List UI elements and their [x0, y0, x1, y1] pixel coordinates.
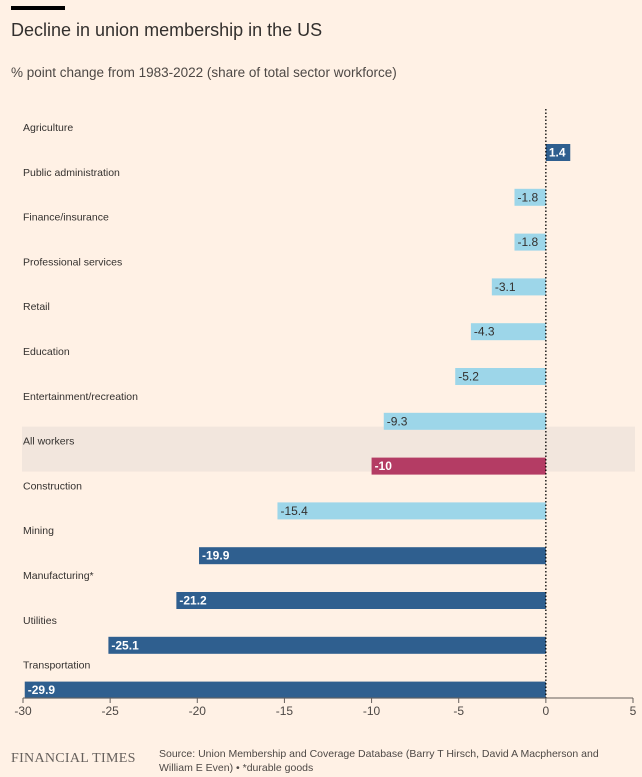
value-label: -3.1	[495, 280, 516, 294]
chart-title: Decline in union membership in the US	[11, 20, 323, 40]
x-tick-label: 5	[630, 704, 637, 718]
chart-subtitle: % point change from 1983-2022 (share of …	[11, 65, 397, 80]
x-tick-label: -10	[363, 704, 381, 718]
category-label: Finance/insurance	[23, 212, 109, 224]
category-label: Public administration	[23, 167, 120, 179]
bar	[514, 233, 546, 251]
bar	[470, 323, 546, 341]
bar	[277, 502, 546, 520]
bar	[491, 278, 546, 296]
category-label: Construction	[23, 480, 82, 492]
bar	[455, 368, 546, 385]
category-label: Agriculture	[23, 122, 73, 134]
bar	[176, 592, 546, 609]
value-label: -15.4	[280, 504, 308, 518]
value-label: -9.3	[387, 414, 408, 428]
bar	[514, 188, 546, 206]
x-tick-label: 0	[543, 704, 550, 718]
category-label: Retail	[23, 301, 50, 313]
bar	[24, 681, 546, 699]
bar	[545, 144, 571, 161]
category-label: Mining	[23, 525, 54, 537]
value-label: 1.4	[549, 146, 566, 160]
value-label: -29.9	[28, 683, 56, 697]
value-label: -25.1	[111, 638, 139, 652]
x-tick-label: -30	[14, 704, 32, 718]
value-label: -5.2	[458, 370, 479, 384]
bar	[371, 457, 546, 475]
ft-logo: FINANCIAL TIMES	[11, 751, 136, 766]
x-tick-label: -25	[101, 704, 119, 718]
bar-chart: Agriculture 1.4 Public administration -1.8 F…	[14, 109, 637, 718]
value-label: -4.3	[474, 325, 495, 339]
x-tick-label: -5	[453, 704, 464, 718]
source-note: Source: Union Membership and Coverage Da…	[159, 748, 599, 774]
category-label: Entertainment/recreation	[23, 391, 138, 403]
x-tick-label: -15	[276, 704, 294, 718]
value-label: -10	[375, 459, 393, 473]
brand-bar	[11, 6, 65, 10]
bar	[108, 636, 546, 654]
category-label: Professional services	[23, 256, 122, 268]
bar	[199, 547, 546, 565]
category-label: Manufacturing*	[23, 570, 94, 582]
category-label: Transportation	[23, 660, 90, 672]
value-label: -19.9	[202, 549, 230, 563]
value-label: -1.8	[517, 235, 538, 249]
value-label: -21.2	[179, 594, 207, 608]
category-label: Utilities	[23, 615, 57, 627]
bar	[383, 412, 546, 430]
x-tick-label: -20	[189, 704, 207, 718]
value-label: -1.8	[517, 190, 538, 204]
category-label: All workers	[23, 436, 74, 448]
category-label: Education	[23, 346, 70, 358]
